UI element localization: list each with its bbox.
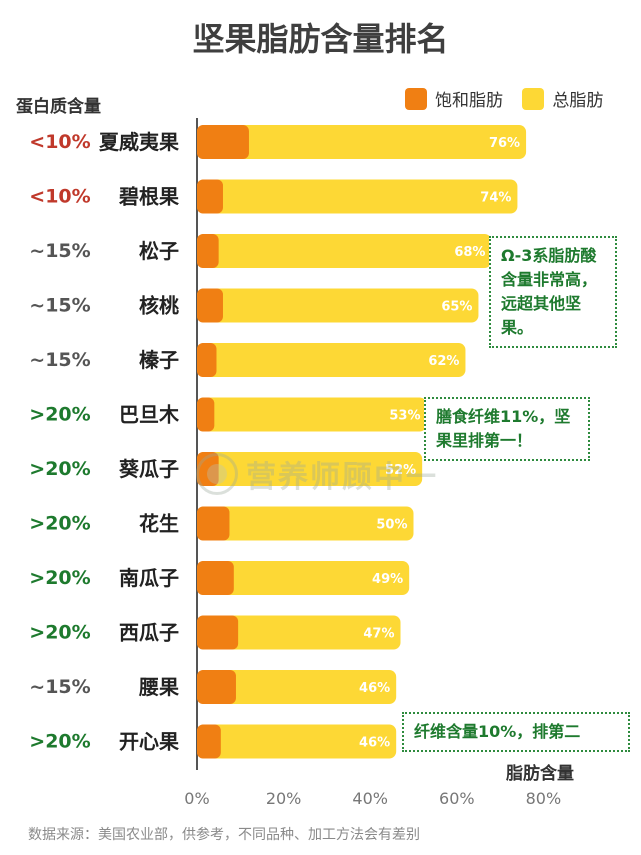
category-label: 核桃	[139, 294, 179, 318]
category-label: 松子	[139, 239, 179, 263]
bar-total-fat	[197, 615, 401, 650]
callout-pine-nut: Ω-3系脂肪酸含量非常高，远超其他坚果。	[489, 236, 617, 348]
bar-total-fat	[197, 452, 423, 486]
protein-label: >20%	[29, 513, 90, 535]
bar-total-fat	[197, 670, 397, 704]
data-source-note: 数据来源：美国农业部，供参考，不同品种、加工方法会有差别	[28, 827, 420, 843]
protein-label: <10%	[29, 131, 90, 153]
bar-total-fat	[197, 343, 466, 377]
bar-saturated-fat	[197, 397, 215, 432]
bar-saturated-fat	[197, 506, 230, 541]
bar-value-label: 68%	[454, 245, 485, 260]
bar-value-label: 62%	[428, 354, 459, 369]
category-label: 南瓜子	[119, 566, 179, 590]
protein-label: <10%	[29, 186, 90, 208]
bar-value-label: 49%	[372, 572, 403, 587]
watermark-text: 营养师顾中一	[246, 460, 438, 495]
category-label: 西瓜子	[119, 621, 179, 645]
category-label: 腰果	[138, 675, 179, 699]
category-label: 碧根果	[118, 185, 179, 209]
bar-total-fat	[197, 125, 527, 159]
bar-saturated-fat	[197, 234, 219, 268]
bar-value-label: 46%	[359, 736, 390, 751]
legend-item-saturated: 饱和脂肪	[405, 86, 503, 111]
bar-saturated-fat	[197, 670, 236, 704]
legend-swatch-total	[522, 87, 545, 110]
bar-value-label: 46%	[359, 681, 390, 696]
protein-label: ~15%	[29, 349, 90, 371]
bar-saturated-fat	[197, 561, 234, 595]
bar-value-label: 50%	[376, 518, 407, 533]
x-tick-label: 40%	[352, 789, 388, 808]
bar-total-fat	[197, 397, 427, 432]
bar-value-label: 74%	[480, 191, 511, 206]
bar-saturated-fat	[197, 288, 223, 323]
bar-total-fat	[197, 288, 479, 323]
legend-swatch-saturated	[405, 87, 427, 110]
protein-label: ~15%	[29, 295, 90, 317]
x-tick-label: 80%	[526, 789, 562, 808]
x-tick-label: 60%	[439, 789, 475, 808]
bar-total-fat	[197, 179, 518, 214]
x-tick-label: 20%	[266, 789, 302, 808]
category-label: 榛子	[139, 348, 179, 372]
protein-label: >20%	[29, 731, 90, 753]
bar-total-fat	[197, 724, 397, 759]
protein-label: ~15%	[29, 676, 90, 698]
bar-saturated-fat	[197, 615, 239, 650]
bar-value-label: 47%	[363, 627, 394, 642]
protein-label: ~15%	[29, 240, 90, 262]
x-tick-label: 0%	[184, 789, 209, 808]
category-label: 巴旦木	[119, 403, 180, 427]
bar-value-label: 65%	[441, 300, 472, 315]
category-label: 开心果	[119, 730, 179, 754]
legend: 饱和脂肪 总脂肪	[405, 86, 617, 115]
x-axis-label: 脂肪含量	[506, 763, 574, 784]
bar-value-label: 53%	[389, 409, 420, 424]
bar-saturated-fat	[197, 179, 223, 214]
bar-total-fat	[197, 234, 492, 268]
category-label: 葵瓜子	[118, 457, 179, 481]
category-label: 花生	[139, 512, 179, 536]
legend-label-saturated: 饱和脂肪	[435, 91, 503, 111]
protein-label: >20%	[29, 458, 90, 480]
protein-column-header: 蛋白质含量	[16, 97, 101, 117]
bar-saturated-fat	[197, 343, 217, 377]
protein-label: >20%	[29, 567, 90, 589]
legend-item-total: 总脂肪	[522, 86, 603, 111]
callout-almond: 膳食纤维11%，坚果里排第一！	[424, 397, 590, 461]
bar-value-label: 52%	[385, 463, 416, 478]
bar-saturated-fat	[197, 125, 249, 159]
bar-total-fat	[197, 506, 414, 541]
bar-saturated-fat	[197, 724, 221, 759]
callout-pistachio: 纤维含量10%，排第二	[402, 712, 630, 752]
watermark: 营养师顾中一	[196, 452, 438, 496]
category-label: 夏威夷果	[99, 130, 179, 154]
bar-value-label: 76%	[489, 136, 520, 151]
bar-total-fat	[197, 561, 410, 595]
protein-label: >20%	[29, 622, 90, 644]
legend-label-total: 总脂肪	[552, 91, 604, 111]
chart-title: 坚果脂肪含量排名	[192, 20, 449, 58]
watermark-logo-icon	[196, 453, 238, 495]
protein-label: >20%	[29, 404, 90, 426]
